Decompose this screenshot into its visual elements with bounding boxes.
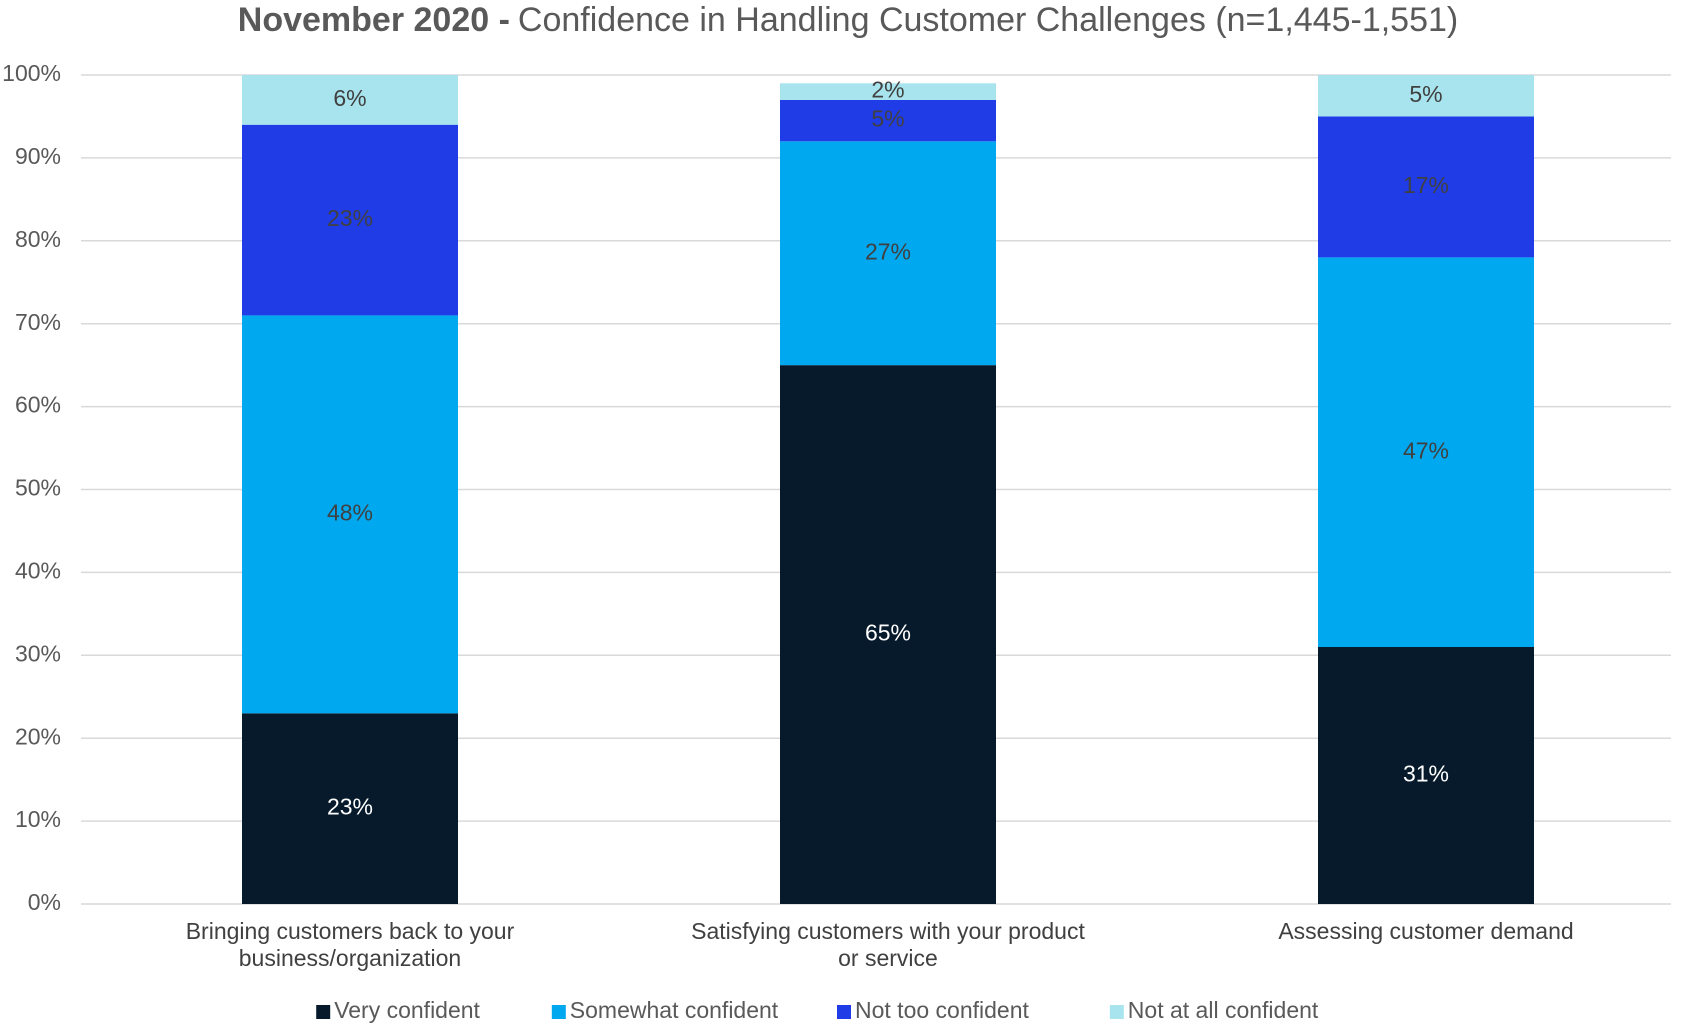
x-tick-label: Assessing customer demand [1278, 918, 1574, 944]
legend-swatch [1109, 1005, 1124, 1019]
data-label: 65% [865, 620, 911, 646]
bar-segment [242, 75, 458, 125]
bar-segment [1318, 75, 1534, 117]
data-label: 27% [865, 238, 911, 264]
bar-segment [780, 365, 996, 904]
x-tick-label: Bringing customers back to your business… [185, 918, 515, 971]
data-label: 23% [327, 794, 373, 820]
y-tick-label: 90% [15, 143, 61, 169]
chart-title: November 2020 - Confidence in Handling Cu… [238, 1, 1458, 39]
x-tick-label: Satisfying customers with your product o… [691, 918, 1085, 971]
bar-segment [242, 713, 458, 904]
data-label: 2% [871, 77, 904, 103]
y-tick-label: 70% [15, 309, 61, 335]
legend-swatch [316, 1005, 331, 1019]
data-label: 5% [871, 106, 904, 132]
y-tick-label: 100% [2, 60, 61, 86]
bar-segment [242, 315, 458, 714]
data-label: 47% [1403, 437, 1449, 463]
bar-segment [242, 124, 458, 316]
y-tick-label: 0% [28, 889, 61, 915]
data-label: 31% [1403, 761, 1449, 787]
y-tick-label: 50% [15, 475, 61, 501]
data-label: 5% [1409, 81, 1442, 107]
legend-swatch [837, 1005, 851, 1019]
data-label: 6% [333, 85, 366, 111]
legend-label: Not too confident [855, 997, 1030, 1023]
legend-swatch [551, 1005, 566, 1019]
y-tick-label: 60% [15, 392, 61, 418]
title-rest: Confidence in Handling Customer Challeng… [518, 1, 1458, 39]
bar-segment [1318, 647, 1534, 904]
title-bold: November 2020 - [238, 1, 510, 39]
y-tick-label: 40% [15, 557, 61, 583]
legend-label: Very confident [334, 997, 480, 1023]
data-label: 23% [327, 205, 373, 231]
y-tick-label: 20% [15, 723, 61, 749]
legend-label: Not at all confident [1128, 997, 1319, 1023]
bar-segment [1318, 116, 1534, 258]
y-tick-label: 10% [15, 806, 61, 832]
bar-segment [780, 141, 996, 366]
y-tick-label: 80% [15, 226, 61, 252]
bar-segment [780, 83, 996, 100]
bar-segment [780, 99, 996, 142]
bar-segment [1318, 257, 1534, 648]
data-label: 17% [1403, 172, 1449, 198]
legend-label: Somewhat confident [570, 997, 779, 1023]
y-tick-label: 30% [15, 640, 61, 666]
data-label: 48% [327, 499, 373, 525]
